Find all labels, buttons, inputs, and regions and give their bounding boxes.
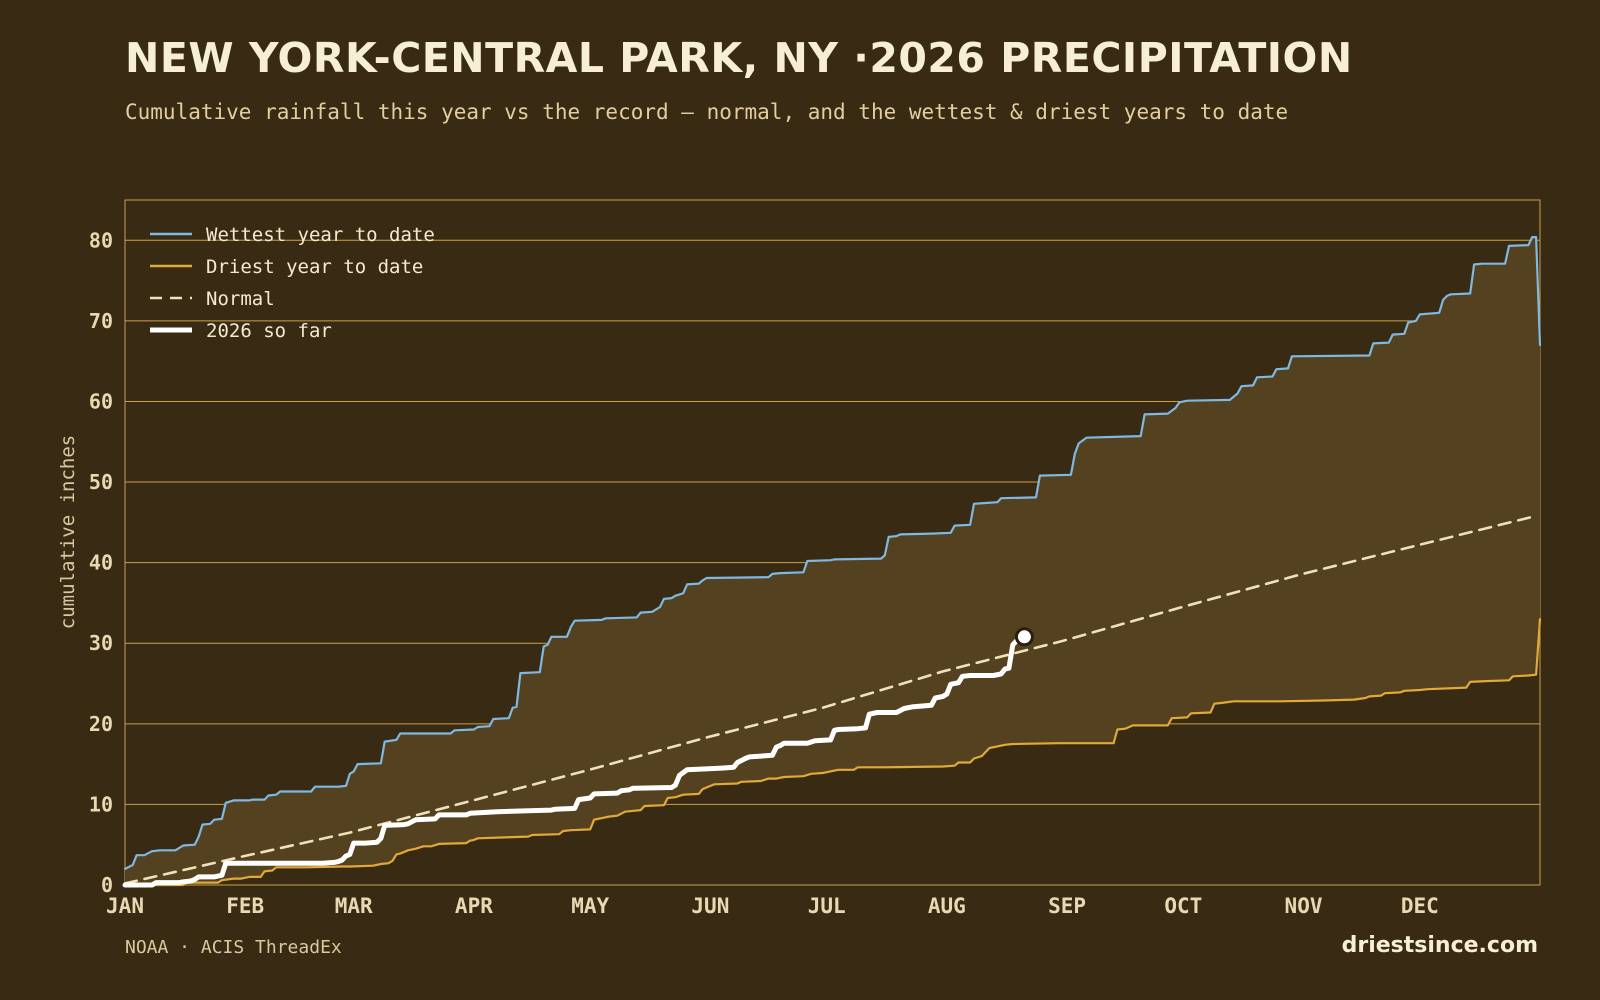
y-tick-label: 10 [89,792,113,816]
x-tick-label: JUN [691,894,729,918]
x-tick-label: JUL [808,894,846,918]
x-tick-label: DEC [1401,894,1439,918]
y-tick-label: 40 [89,551,113,575]
legend-label: Driest year to date [206,256,423,278]
y-tick-label: 0 [101,873,113,897]
x-tick-label: APR [455,894,493,918]
chart-legend: Wettest year to date Driest year to date N… [150,224,435,342]
source-credit: NOAA · ACIS ThreadEx [125,937,342,958]
y-tick-label: 60 [89,389,113,413]
x-tick-label: JAN [106,894,144,918]
y-tick-label: 20 [89,712,113,736]
x-tick-label: MAR [335,894,373,918]
y-tick-label: 70 [89,309,113,333]
normal-series-line [123,514,1538,885]
legend-label: Normal [206,288,275,310]
series-layer [122,236,1542,888]
legend-label: Wettest year to date [206,224,435,246]
band-layer [125,237,1540,886]
x-tick-label: OCT [1164,894,1202,918]
page-subtitle: Cumulative rainfall this year vs the rec… [125,100,1289,124]
y-tick-label: 50 [89,470,113,494]
x-tick-label: MAY [571,894,609,918]
page-title: NEW YORK-CENTRAL PARK, NY ·2026 PRECIPIT… [125,34,1353,82]
axis-layer: 0 10 20 30 40 50 60 70 80 JAN FEB MAR APR MAY JUN JUL AU… [89,228,1439,918]
x-tick-label: AUG [928,894,966,918]
range-band [125,237,1540,886]
x-tick-label: FEB [226,894,264,918]
driest-series-line [123,618,1542,887]
y-tick-label: 30 [89,631,113,655]
current-year-series-line [122,634,1027,888]
site-link[interactable]: driestsince.com [1341,933,1538,958]
legend-label: 2026 so far [206,320,332,342]
wettest-series-line [123,236,1542,870]
y-tick-label: 80 [89,228,113,252]
current-value-marker [1014,627,1034,647]
x-tick-label: SEP [1048,894,1086,918]
y-axis-label: cumulative inches [57,435,79,629]
x-tick-label: NOV [1285,894,1323,918]
